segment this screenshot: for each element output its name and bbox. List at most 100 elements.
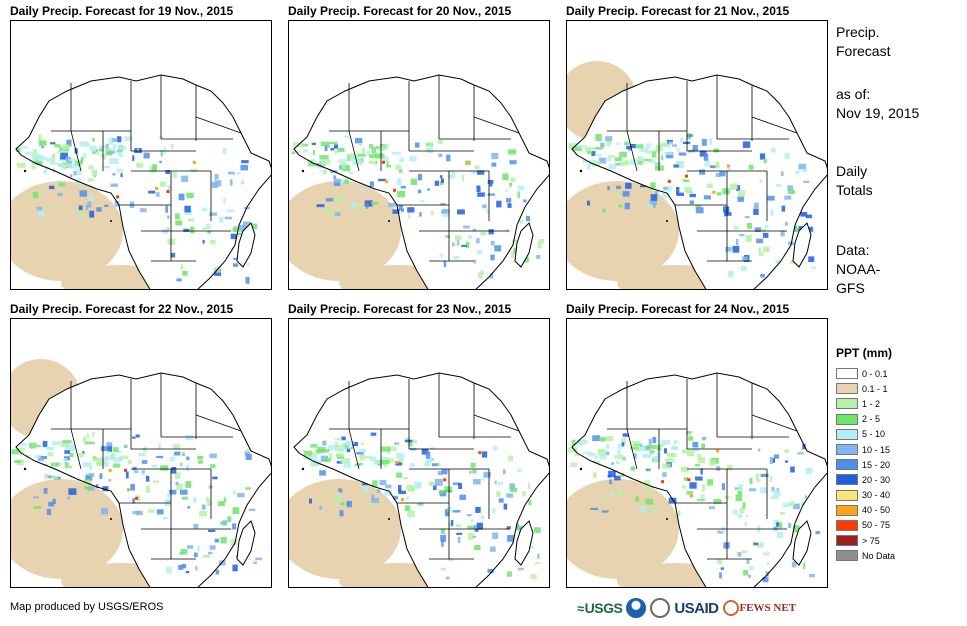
rain-cell bbox=[472, 228, 477, 232]
rain-cell bbox=[101, 507, 109, 515]
rain-cell bbox=[38, 134, 42, 142]
rain-cell bbox=[68, 488, 77, 495]
rain-cell bbox=[372, 480, 378, 487]
dry-area bbox=[11, 479, 123, 579]
rain-cell bbox=[488, 229, 494, 235]
rain-cell bbox=[661, 155, 664, 161]
rain-cell bbox=[518, 185, 525, 191]
rain-cell bbox=[20, 146, 29, 149]
data-line: NOAA- bbox=[836, 261, 881, 277]
panel-title: Daily Precip. Forecast for 24 Nov., 2015 bbox=[566, 302, 790, 316]
rain-cell bbox=[608, 164, 617, 170]
legend-item: 0.1 - 1 bbox=[836, 381, 895, 396]
rain-cell bbox=[187, 506, 191, 509]
rain-cell bbox=[757, 479, 761, 483]
rain-cell bbox=[647, 444, 657, 450]
country-border bbox=[348, 130, 360, 172]
heavy-rain-cell bbox=[382, 160, 385, 164]
rain-cell bbox=[253, 561, 257, 564]
rain-cell bbox=[369, 154, 376, 159]
legend-label: No Data bbox=[862, 550, 896, 561]
africa-land bbox=[16, 373, 271, 587]
rain-cell bbox=[456, 524, 461, 528]
rain-cell bbox=[599, 437, 606, 442]
rain-cell bbox=[605, 451, 610, 456]
rain-cell bbox=[629, 144, 636, 149]
rain-cell bbox=[688, 436, 694, 441]
rain-cell bbox=[601, 510, 609, 513]
rain-cell bbox=[701, 139, 707, 146]
rain-cell bbox=[417, 503, 424, 506]
rain-cell bbox=[773, 454, 780, 459]
rain-cell bbox=[379, 479, 387, 486]
rain-cell bbox=[66, 139, 72, 147]
rain-cell bbox=[251, 223, 258, 229]
rain-cell bbox=[606, 156, 611, 162]
usgs-wave-icon: ≈ bbox=[577, 600, 584, 616]
legend-label: 20 - 30 bbox=[862, 474, 891, 485]
rain-cell bbox=[340, 163, 350, 166]
rain-cell bbox=[458, 483, 463, 489]
rain-cell bbox=[511, 239, 518, 243]
rain-cell bbox=[15, 450, 24, 454]
rain-cell bbox=[800, 212, 808, 217]
rain-cell bbox=[763, 552, 770, 556]
rain-cell bbox=[697, 454, 702, 460]
madagascar bbox=[236, 222, 256, 268]
rain-cell bbox=[220, 537, 227, 544]
rain-cell bbox=[186, 456, 190, 461]
rain-cell bbox=[815, 531, 820, 535]
rain-cell bbox=[417, 173, 422, 181]
rain-cell bbox=[380, 456, 388, 462]
rain-cell bbox=[102, 486, 109, 492]
rain-cell bbox=[324, 209, 331, 214]
rain-cell bbox=[51, 462, 59, 467]
island bbox=[23, 169, 27, 173]
rain-cell bbox=[704, 159, 710, 167]
rain-cell bbox=[567, 447, 578, 453]
partner-logos: ≈ USGS USAID FEWS NET bbox=[577, 596, 823, 620]
rain-cell bbox=[43, 168, 47, 175]
rain-cell bbox=[597, 450, 606, 456]
rain-cell bbox=[52, 498, 56, 505]
rain-cell bbox=[84, 479, 92, 482]
rain-cell bbox=[245, 454, 252, 460]
rain-cell bbox=[360, 442, 364, 446]
rain-cell bbox=[113, 457, 122, 462]
legend-item: 2 - 5 bbox=[836, 412, 895, 427]
rain-cell bbox=[490, 241, 495, 246]
rain-cell bbox=[132, 436, 136, 439]
rain-cell bbox=[359, 204, 362, 208]
rain-cell bbox=[112, 173, 116, 176]
rain-cell bbox=[537, 241, 542, 249]
legend-item: 30 - 40 bbox=[836, 488, 895, 503]
rain-cell bbox=[224, 216, 232, 220]
rain-cell bbox=[222, 147, 227, 154]
rain-cell bbox=[635, 144, 644, 149]
legend-item: 0 - 0.1 bbox=[836, 366, 895, 381]
rain-cell bbox=[805, 214, 812, 219]
rain-cell bbox=[112, 138, 118, 143]
rain-cell bbox=[630, 466, 635, 471]
rain-cell bbox=[441, 208, 450, 214]
rain-cell bbox=[420, 200, 425, 203]
rain-cell bbox=[631, 441, 641, 445]
rain-cell bbox=[207, 230, 211, 234]
rain-cell bbox=[187, 545, 194, 549]
rain-cell bbox=[176, 278, 182, 282]
rain-cell bbox=[125, 471, 129, 479]
rain-cell bbox=[151, 464, 158, 468]
country-border bbox=[751, 116, 798, 134]
rain-cell bbox=[633, 453, 637, 459]
asof-date: Nov 19, 2015 bbox=[836, 105, 920, 121]
rain-cell bbox=[371, 494, 375, 502]
rain-cell bbox=[320, 159, 331, 165]
heavy-rain-cell bbox=[192, 161, 196, 164]
rain-cell bbox=[64, 444, 75, 450]
rain-cell bbox=[371, 147, 376, 154]
rain-cell bbox=[490, 546, 496, 552]
rain-cell bbox=[215, 569, 220, 575]
rain-cell bbox=[469, 470, 472, 474]
country-border bbox=[195, 116, 242, 134]
rain-cell bbox=[346, 440, 355, 445]
